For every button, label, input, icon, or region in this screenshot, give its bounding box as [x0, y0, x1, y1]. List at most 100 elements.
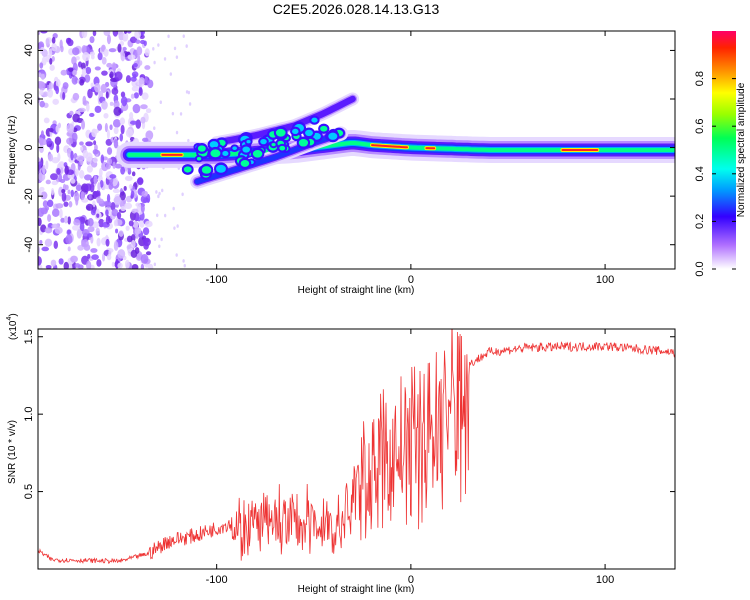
noise-speckle	[95, 227, 100, 235]
signal-blob	[196, 157, 202, 161]
noise-speckle	[137, 177, 144, 186]
noise-speckle	[74, 168, 79, 177]
noise-speckle	[175, 130, 179, 135]
noise-speckle	[38, 245, 41, 255]
noise-speckle	[101, 57, 107, 65]
noise-speckle	[64, 184, 69, 191]
noise-speckle	[87, 88, 93, 99]
noise-speckle	[82, 52, 90, 62]
noise-speckle	[185, 90, 189, 94]
noise-speckle	[187, 90, 191, 95]
noise-speckle	[42, 200, 48, 208]
noise-speckle	[75, 184, 82, 192]
noise-speckle	[64, 165, 69, 175]
noise-speckle	[41, 56, 47, 66]
noise-speckle	[156, 213, 159, 218]
noise-speckle	[85, 66, 92, 75]
colorbar-tick-label: 0.4	[694, 166, 706, 181]
noise-speckle	[111, 62, 117, 72]
noise-speckle	[39, 62, 44, 69]
spectrogram-xlabel: Height of straight line (km)	[298, 285, 415, 296]
noise-speckle	[67, 246, 71, 252]
noise-speckle	[113, 195, 122, 206]
signal-blob	[240, 159, 250, 167]
noise-speckle	[175, 55, 179, 59]
noise-speckle	[90, 235, 94, 244]
noise-speckle	[62, 82, 69, 90]
noise-speckle	[63, 201, 69, 207]
noise-speckle	[111, 87, 119, 95]
noise-speckle	[134, 226, 140, 236]
noise-speckle	[125, 176, 132, 181]
noise-speckle	[45, 264, 52, 269]
noise-speckle	[105, 238, 110, 247]
noise-speckle	[105, 163, 111, 170]
noise-speckle	[67, 216, 71, 225]
noise-speckle	[41, 246, 50, 252]
noise-speckle	[48, 82, 54, 90]
noise-speckle	[39, 100, 45, 108]
noise-speckle	[72, 225, 80, 231]
noise-speckle	[142, 238, 150, 243]
noise-speckle	[66, 137, 74, 145]
noise-speckle	[103, 48, 109, 57]
noise-speckle	[73, 218, 81, 226]
noise-speckle	[44, 238, 53, 247]
noise-speckle	[72, 113, 80, 123]
noise-speckle	[173, 226, 176, 230]
noise-speckle	[169, 72, 173, 76]
noise-speckle	[141, 92, 149, 100]
noise-speckle	[74, 263, 81, 268]
noise-speckle	[124, 202, 133, 210]
noise-speckle	[144, 48, 150, 57]
noise-speckle	[159, 100, 163, 105]
noise-speckle	[41, 49, 48, 57]
noise-speckle	[56, 168, 61, 175]
noise-speckle	[50, 259, 57, 267]
noise-speckle	[63, 261, 69, 269]
noise-speckle	[106, 62, 113, 68]
snr-ylabel: SNR (10 * v/v)	[7, 420, 18, 484]
noise-speckle	[112, 31, 119, 37]
noise-speckle	[46, 199, 54, 208]
noise-speckle	[70, 178, 76, 184]
noise-speckle	[163, 213, 167, 218]
noise-speckle	[60, 69, 68, 76]
noise-speckle	[67, 189, 71, 195]
signal-blob	[292, 128, 299, 135]
noise-speckle	[47, 153, 54, 162]
noise-speckle	[55, 203, 64, 209]
noise-speckle	[138, 77, 145, 85]
noise-speckle	[167, 34, 170, 39]
noise-speckle	[113, 127, 119, 135]
noise-speckle	[92, 31, 97, 37]
noise-speckle	[93, 175, 98, 185]
noise-speckle	[130, 190, 135, 198]
noise-speckle	[92, 157, 98, 163]
noise-speckle	[142, 227, 150, 236]
noise-speckle	[86, 103, 90, 112]
noise-speckle	[127, 54, 136, 60]
noise-speckle	[119, 133, 124, 142]
noise-speckle	[140, 104, 148, 110]
noise-speckle	[79, 141, 84, 146]
noise-speckle	[117, 43, 122, 53]
noise-speckle	[153, 237, 157, 241]
spectrogram-ytick-label: -20	[23, 188, 35, 204]
noise-speckle	[89, 36, 95, 44]
noise-speckle	[153, 262, 157, 267]
spectrogram-frame	[37, 30, 676, 270]
noise-speckle	[139, 60, 143, 66]
noise-speckle	[90, 82, 94, 88]
noise-speckle	[94, 105, 102, 114]
noise-speckle	[87, 253, 91, 259]
noise-speckle	[179, 112, 183, 116]
noise-speckle	[112, 119, 121, 128]
signal-blob	[210, 149, 221, 158]
signal-blob	[311, 117, 318, 123]
noise-speckle	[89, 182, 95, 193]
colorbar-tick-label: 0.0	[694, 261, 706, 276]
noise-speckle	[91, 254, 99, 260]
noise-speckle	[84, 74, 91, 83]
noise-speckle	[105, 138, 113, 146]
